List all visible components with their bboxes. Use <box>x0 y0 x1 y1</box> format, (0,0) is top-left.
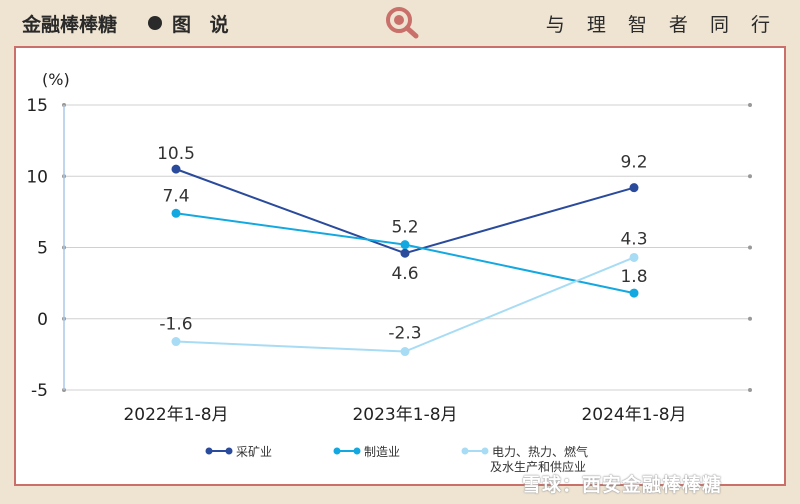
data-label: 4.6 <box>391 264 418 284</box>
legend-marker <box>333 447 341 455</box>
legend-label: 制造业 <box>364 445 400 459</box>
data-point <box>171 337 181 347</box>
legend-label: 采矿业 <box>236 445 272 459</box>
data-point <box>400 347 410 357</box>
data-label: 9.2 <box>620 153 647 173</box>
data-point <box>629 183 639 193</box>
legend-marker <box>461 447 469 455</box>
x-tick-label: 2022年1-8月 <box>123 405 228 425</box>
legend-marker <box>225 447 233 455</box>
gridline-end-dot <box>748 388 752 392</box>
data-label: -1.6 <box>159 315 192 335</box>
legend-label: 电力、热力、燃气 <box>492 444 588 459</box>
data-point <box>171 164 181 174</box>
y-tick-label: 10 <box>26 167 48 187</box>
data-point <box>629 252 639 262</box>
x-tick-label: 2023年1-8月 <box>352 405 457 425</box>
gridline-end-dot <box>748 174 752 179</box>
legend-marker <box>481 447 489 455</box>
data-point <box>400 240 410 250</box>
x-tick-label: 2024年1-8月 <box>581 405 686 425</box>
header: 金融棒棒糖 图 说 与 理 智 者 同 行 <box>0 0 800 46</box>
data-label: 10.5 <box>157 144 195 164</box>
gridline-end-dot <box>748 316 752 321</box>
chart-card: (%) -5 0 5 10 15 2022年1-8月 2023年1-8月 2024年1-8月 1… <box>14 46 786 486</box>
y-unit-label: (%) <box>42 70 70 89</box>
brand-logo: 金融棒棒糖 <box>22 14 118 36</box>
data-label: 7.4 <box>162 186 189 206</box>
y-tick-label: 15 <box>26 96 48 116</box>
y-tick-label: 5 <box>37 239 48 259</box>
data-label: 4.3 <box>620 229 647 249</box>
magnifier-icon <box>386 7 419 39</box>
gridline-end-dot <box>748 103 752 107</box>
legend-marker <box>353 447 361 455</box>
bullet-icon <box>148 16 162 30</box>
y-tick-label: 0 <box>37 310 48 330</box>
data-label: -2.3 <box>388 324 421 344</box>
data-point <box>629 288 639 298</box>
y-tick-label: -5 <box>31 381 48 401</box>
legend-marker <box>205 447 213 455</box>
gridline-end-dot <box>748 245 752 250</box>
legend-label: 及水生产和供应业 <box>490 459 586 474</box>
watermark: 雪球：西安金融棒棒糖 <box>522 474 723 496</box>
data-label: 5.2 <box>391 218 418 238</box>
line-chart: (%) -5 0 5 10 15 2022年1-8月 2023年1-8月 2024年1-8月 1… <box>26 70 752 474</box>
header-subtitle: 图 说 <box>172 14 235 36</box>
data-point <box>400 248 410 258</box>
slogan: 与 理 智 者 同 行 <box>545 14 778 36</box>
data-point <box>171 208 181 218</box>
data-label: 1.8 <box>620 267 647 287</box>
